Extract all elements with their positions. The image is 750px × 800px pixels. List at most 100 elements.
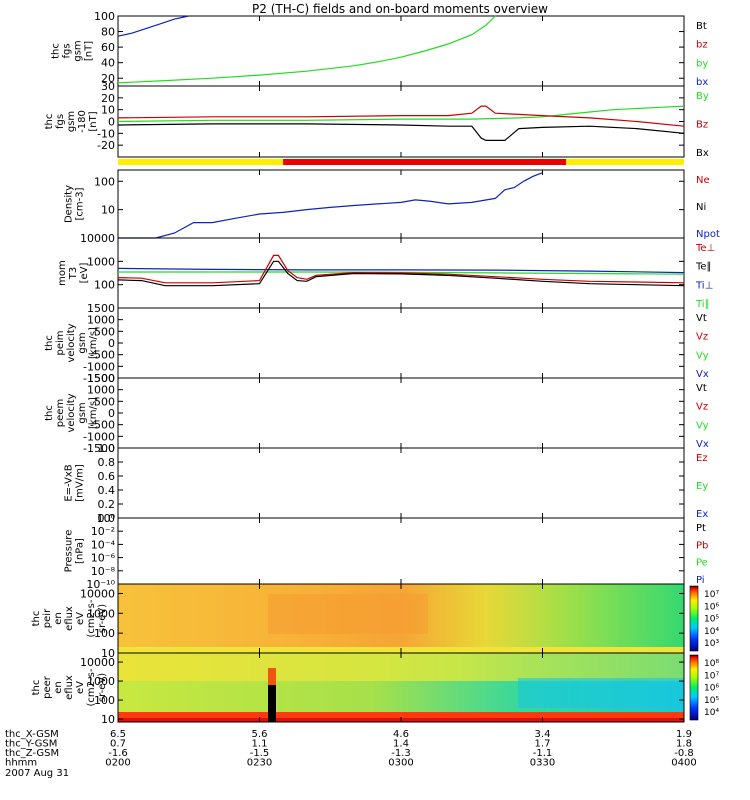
- legend-entry: Bx: [696, 148, 709, 159]
- series-Ti∥: [118, 271, 685, 275]
- y-axis-label: E=-VxB: [64, 464, 75, 501]
- y-tick-label: 100: [94, 10, 115, 23]
- y-tick-label: 40: [101, 57, 115, 70]
- time-axis-value: -1.3: [391, 748, 411, 759]
- time-axis-value: 3.4: [535, 729, 551, 740]
- y-tick-label: 0.4: [98, 484, 116, 497]
- colorbar-tick-label: 10⁷: [704, 671, 719, 681]
- y-tick-label: 10⁻⁶: [91, 552, 116, 565]
- y-axis-label: thc: [31, 611, 42, 627]
- series-Te∥: [117, 260, 685, 287]
- legend-entry: Ti∥: [695, 299, 710, 310]
- y-axis-label: thc: [44, 405, 55, 421]
- y-tick-label: 10: [101, 713, 115, 726]
- time-axis-value: -1.5: [250, 748, 270, 759]
- y-tick-label: 0: [108, 407, 115, 420]
- y-tick-label: 10: [101, 104, 115, 117]
- y-tick-label: 10000: [80, 656, 115, 669]
- colorbar-tick-label: 10⁶: [704, 602, 719, 612]
- time-axis-value: 1.4: [393, 739, 409, 750]
- y-axis-label: gsm: [77, 332, 88, 353]
- legend-entry: Pe: [696, 558, 708, 569]
- y-axis-label: gsm: [66, 111, 77, 132]
- panel-fgs_gsm_low: 20 40 60 80 100 thc fgs gsm [nT] Bt bz by bx: [51, 10, 709, 88]
- series-bx: [117, 15, 189, 37]
- legend-entry: Pi: [696, 575, 705, 586]
- series-Npot: [118, 172, 543, 239]
- y-tick-label: -10: [97, 127, 115, 140]
- panel-density: 10 100 Density [cm-3] Ne Ni Npot: [64, 169, 720, 240]
- panel-frame: [117, 517, 685, 585]
- y-tick-label: 10: [101, 647, 115, 660]
- colorbar-tick-label: 10⁸: [704, 659, 719, 669]
- legend-entry: Vz: [696, 402, 708, 413]
- time-axis-value: -1.6: [108, 748, 128, 759]
- y-tick-label: 30: [101, 80, 115, 93]
- time-axis-value: 0230: [247, 758, 272, 769]
- time-axis-value: 1.7: [535, 739, 551, 750]
- time-axis-row-label: thc_X-GSM: [5, 729, 59, 740]
- time-axis-value: 1.1: [252, 739, 268, 750]
- y-axis-label: (cm2-s-: [86, 668, 97, 706]
- series-Bx: [117, 123, 685, 141]
- y-tick-label: 1000: [87, 384, 115, 397]
- time-axis-row-label: thc_Y-GSM: [5, 739, 57, 750]
- time-axis-value: -0.8: [674, 748, 694, 759]
- panel-frame: [117, 377, 685, 449]
- y-tick-label: 10⁻⁴: [91, 538, 116, 551]
- spectrogram-cool-zone: [518, 678, 684, 708]
- panel-frame: [117, 85, 685, 158]
- y-tick-label: 1000: [87, 255, 115, 268]
- panel-peir_spectrogram: 10³ 10⁴ 10⁵ 10⁶ 10⁷ 10 100 1000 10000 thc peir en ef…: [31, 583, 719, 660]
- time-axis-row-label: hhmm: [5, 758, 37, 769]
- y-axis-label: [km/s]: [88, 397, 99, 429]
- y-tick-label: 10000: [80, 587, 115, 600]
- series-Bz: [117, 105, 685, 127]
- spectrogram-peak: [268, 594, 428, 634]
- y-tick-label: 10⁰: [97, 512, 116, 525]
- colorbar-tick-label: 10³: [704, 639, 719, 649]
- y-axis-label: sr-eV): [97, 673, 108, 702]
- mode-bar-segment: [283, 159, 567, 165]
- series-Te⊥: [117, 254, 685, 284]
- y-tick-label: 10000: [80, 232, 115, 245]
- panel-frame: [117, 447, 685, 519]
- y-axis-label: [nPa]: [75, 538, 86, 564]
- series-by: [117, 15, 496, 84]
- y-tick-label: 10⁻²: [91, 525, 115, 538]
- y-axis-label: [cm-3]: [75, 187, 86, 220]
- y-tick-label: -20: [97, 139, 115, 152]
- legend-entry: Pt: [696, 523, 706, 534]
- y-axis-label: gsm: [73, 40, 84, 61]
- colorbar-tick-label: 10⁴: [704, 627, 719, 637]
- legend-entry: Vy: [696, 350, 709, 361]
- y-axis-label: eV: [75, 612, 86, 625]
- legend-entry: Te∥: [695, 262, 712, 273]
- legend-entry: Ey: [696, 481, 708, 492]
- y-tick-label: 1000: [87, 675, 115, 688]
- y-tick-label: 20: [101, 92, 115, 105]
- series-By: [117, 105, 685, 123]
- panel-mom_temp: 100 1000 10000 mom T3 [eV] Te⊥ Te∥ Ti⊥ Ti∥: [57, 232, 715, 310]
- y-axis-label: thc: [44, 335, 55, 351]
- legend-entry: Ex: [696, 509, 708, 520]
- y-axis-label: gsm: [77, 402, 88, 423]
- y-axis-label: peir: [42, 608, 53, 628]
- time-axis-value: 0200: [105, 758, 130, 769]
- y-axis-label: mom: [57, 260, 68, 286]
- date-label: 2007 Aug 31: [5, 768, 69, 779]
- y-tick-label: -500: [90, 419, 115, 432]
- y-axis-label: eflux: [64, 606, 75, 631]
- y-axis-label: -180: [77, 110, 88, 133]
- y-tick-label: 500: [94, 325, 115, 338]
- time-axis-value: 6.5: [110, 729, 126, 740]
- y-axis-label: (cm2-s-: [86, 599, 97, 637]
- time-axis-value: 0300: [388, 758, 413, 769]
- panel-frame: [117, 307, 685, 379]
- legend-entry: Ti⊥: [695, 280, 713, 291]
- spectrogram-gap-edge: [268, 668, 276, 685]
- y-axis-label: [km/s]: [88, 327, 99, 359]
- legend-entry: bx: [696, 77, 708, 88]
